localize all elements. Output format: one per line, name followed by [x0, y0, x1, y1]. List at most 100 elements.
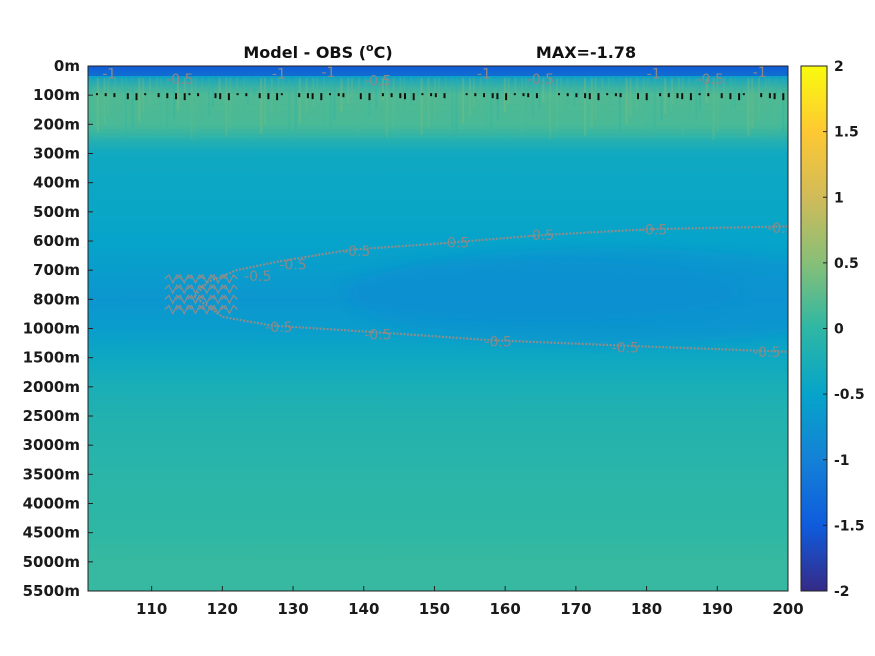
surface-dark-mark: [390, 93, 393, 98]
heatmap-anomaly-layer: [88, 66, 788, 345]
surface-dark-mark: [584, 93, 587, 99]
surface-dark-mark: [597, 93, 600, 101]
colorbar-tick-label: -0.5: [834, 387, 865, 403]
y-tick-label: 600m: [33, 232, 80, 250]
surface-dark-mark: [637, 93, 639, 100]
y-tick-label: 100m: [33, 86, 80, 104]
surface-dark-mark: [527, 93, 530, 98]
surface-dark-mark: [491, 93, 494, 99]
colorbar-tick-label: -1.5: [834, 518, 865, 534]
contour-label: -1: [477, 66, 491, 82]
y-tick-label: 5000m: [23, 553, 80, 571]
y-tick-label: 300m: [33, 145, 80, 163]
surface-dark-mark: [535, 93, 538, 99]
contour-tip-cluster: [220, 284, 238, 295]
surface-dark-mark: [768, 93, 771, 99]
contour-lines: [164, 225, 788, 353]
surface-dark-mark: [113, 93, 116, 98]
x-tick-label: 170: [560, 600, 591, 618]
surface-dark-mark: [311, 93, 314, 100]
contour-label: -0.5: [442, 235, 469, 251]
surface-dark-mark: [667, 93, 670, 98]
colorbar-tick-label: -2: [834, 584, 850, 600]
contour-label: -0.5: [484, 335, 511, 351]
max-annotation: MAX=-1.78: [536, 43, 636, 62]
colorbar-tick-label: 2: [834, 59, 844, 75]
surface-dark-mark: [522, 93, 525, 97]
y-tick-label: 700m: [33, 261, 80, 279]
anomaly-cold-core: [340, 260, 741, 321]
surface-dark-mark: [267, 93, 270, 100]
x-axis: 110 120 130 140 150 160 170 180 190 200: [136, 586, 804, 618]
surface-dark-mark: [443, 93, 446, 99]
surface-dark-mark: [126, 93, 129, 100]
surface-dark-mark: [214, 93, 217, 99]
contour-label: -0.5: [364, 327, 391, 343]
surface-dark-mark: [227, 93, 230, 101]
colorbar-tick-label: 1.5: [834, 125, 859, 141]
colorbar-tick-label: 1: [834, 190, 844, 206]
contour-line: [193, 295, 788, 353]
surface-dark-mark: [188, 93, 191, 96]
surface-dark-mark: [399, 93, 402, 99]
x-tick-label: 180: [631, 600, 662, 618]
y-tick-label: 800m: [33, 290, 80, 308]
surface-dark-mark: [614, 93, 617, 97]
colorbar-fill: [801, 66, 827, 591]
x-tick-label: 160: [490, 600, 521, 618]
surface-dark-mark: [96, 93, 98, 96]
plot-area: -0.5 -0.5 -0.5 -0.5 -0.5 -0.5 -0.5 -0.5 -0.5 -0.5…: [88, 66, 794, 591]
surface-dark-mark: [496, 93, 499, 100]
contour-label: -0.5: [640, 222, 667, 238]
surface-dark-mark: [280, 93, 283, 96]
contour-label: -1: [102, 66, 116, 82]
surface-dark-mark: [368, 93, 371, 101]
y-tick-label: 5500m: [23, 582, 80, 600]
x-tick-label: 110: [136, 600, 167, 618]
x-tick-label: 130: [277, 600, 308, 618]
surface-dark-mark: [566, 93, 569, 97]
chart-title: Model - OBS (oC): [243, 41, 392, 62]
surface-dark-mark: [381, 93, 384, 97]
surface-dark-mark: [306, 93, 309, 99]
anomaly-surface-cold: [88, 66, 788, 76]
y-axis: 0m 100m 200m 300m 400m 500m 600m 700m 800m 1000m 1…: [23, 57, 93, 600]
y-tick-label: 500m: [33, 203, 80, 221]
surface-dark-mark: [421, 93, 424, 96]
surface-dark-mark: [619, 93, 622, 98]
surface-dark-mark: [720, 93, 723, 99]
surface-dark-mark: [157, 93, 160, 98]
y-tick-label: 1000m: [23, 320, 80, 338]
colorbar: 2 1.5 1 0.5 0 -0.5 -1 -1.5 -2: [800, 59, 865, 600]
contour-label: -0.5: [244, 269, 271, 285]
surface-dark-mark: [742, 93, 745, 96]
contour-label: -0.5: [767, 221, 794, 237]
surface-dark-mark: [483, 93, 485, 98]
contour-label: -1: [272, 66, 286, 82]
y-tick-label: 200m: [33, 115, 80, 133]
surface-dark-mark: [135, 93, 138, 101]
title-prefix: Model - OBS (: [243, 43, 366, 62]
contour-label: -0.5: [343, 244, 370, 260]
surface-dark-mark: [166, 93, 169, 99]
surface-dark-mark: [681, 93, 684, 100]
contour-tip-cluster: [220, 273, 238, 285]
surface-dark-mark: [782, 93, 785, 101]
contour-line: [193, 225, 788, 298]
surface-dark-mark: [575, 93, 578, 98]
surface-dark-mark: [245, 93, 248, 97]
surface-dark-mark: [258, 93, 261, 99]
surface-dark-mark: [505, 93, 508, 101]
colorbar-tick-label: 0: [834, 322, 844, 338]
contour-tip-cluster: [220, 304, 238, 315]
surface-dark-mark: [412, 93, 415, 101]
x-tick-label: 150: [419, 600, 450, 618]
title-superscript: o: [366, 41, 374, 54]
surface-dark-mark: [276, 93, 279, 101]
surface-dark-mark: [689, 93, 692, 101]
contour-label: -0.5: [364, 74, 391, 90]
contour-label: -0.5: [279, 257, 306, 273]
contour-label: -0.5: [527, 72, 554, 88]
surface-dark-mark: [659, 93, 662, 97]
y-tick-label: 0m: [54, 57, 80, 75]
